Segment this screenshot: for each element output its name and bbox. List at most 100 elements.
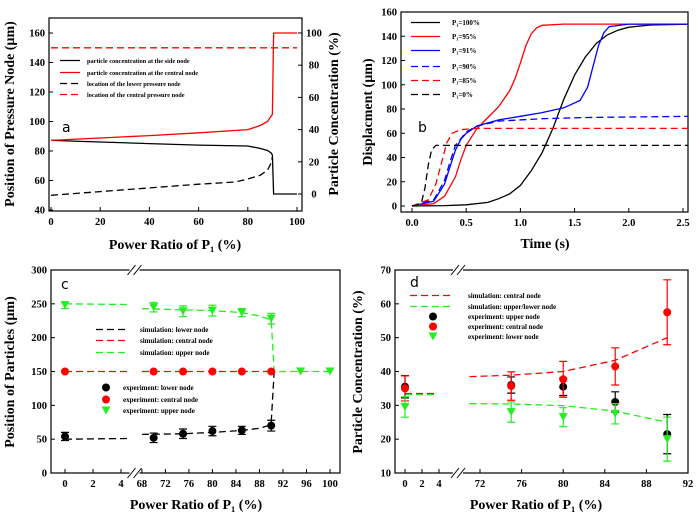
- x-tick-label: 2: [90, 479, 95, 490]
- data-point: [208, 367, 217, 376]
- x-tick-label: 80: [558, 479, 569, 490]
- series-line: [411, 127, 688, 207]
- x-tick-label: 92: [683, 479, 694, 490]
- y-tick-label: 60: [35, 176, 46, 187]
- y-axis-label: Displacment (µm): [361, 58, 376, 166]
- series-line: [411, 23, 688, 207]
- panel-d: 0 2 4 72 76 80 84 88 92 10 20 30 40 50 60 70 Power Ratio…: [351, 264, 694, 513]
- series-line: [50, 139, 297, 195]
- legend-marker: [429, 312, 437, 321]
- x-tick-label: 60: [193, 217, 204, 228]
- y-tick-label: 40: [35, 206, 46, 217]
- legend-label: P₁=85%: [452, 77, 476, 85]
- y-right-tick-label: 0: [311, 190, 316, 201]
- data-point: [61, 367, 69, 376]
- legend-label: experiment: central node: [468, 323, 543, 331]
- legend-label: experiment: upper node: [123, 407, 195, 415]
- x-tick-label: 1.0: [514, 218, 527, 229]
- data-point: [400, 403, 410, 412]
- data-point: [149, 433, 158, 442]
- series-line: [405, 337, 668, 395]
- legend-label: location of the central pressure node: [87, 92, 185, 99]
- y-tick-label: 70: [381, 266, 392, 277]
- y-tick-label: 100: [29, 117, 45, 128]
- series-line: [404, 393, 668, 423]
- y-tick-label: 80: [35, 147, 46, 158]
- axis-break-mark: [127, 264, 136, 276]
- legend-label: simulation: lower node: [140, 326, 208, 334]
- data-point: [401, 384, 409, 393]
- y-right-axis-label: Particle Concentration (%): [327, 32, 342, 196]
- y-tick-label: 100: [381, 80, 397, 91]
- y-tick-label: 160: [381, 8, 397, 19]
- x-tick-label: 92: [278, 479, 289, 490]
- y-tick-label: 140: [381, 32, 397, 43]
- data-point: [663, 308, 672, 317]
- legend-label: P₁=91%: [452, 47, 476, 55]
- legend-label: P₁=90%: [452, 63, 476, 71]
- plot-area: [60, 301, 335, 444]
- x-tick-label: 76: [184, 479, 195, 490]
- legend-label: location of the lower pressure node: [87, 81, 181, 88]
- y-tick-label: 140: [29, 58, 45, 69]
- panel-label: a: [62, 120, 71, 136]
- panel-label: b: [418, 120, 427, 136]
- x-axis-label: Time (s): [520, 237, 569, 252]
- plot-frame: [400, 11, 689, 213]
- data-point: [662, 435, 672, 444]
- data-point: [507, 382, 516, 391]
- series-line: [64, 303, 330, 373]
- axis-break-gap: [129, 470, 140, 476]
- legend-marker: [102, 395, 110, 404]
- axis-break-mark: [450, 467, 460, 479]
- y-tick-label: 10: [381, 469, 392, 480]
- axis-break-mark: [127, 467, 136, 479]
- x-tick-label: 0.5: [460, 218, 473, 229]
- x-tick-label: 84: [600, 479, 611, 490]
- axis-break-mark: [133, 264, 142, 276]
- data-point: [179, 367, 188, 376]
- x-tick-label: 0.0: [405, 218, 418, 229]
- series-line: [411, 144, 688, 207]
- legend-marker: [428, 332, 438, 341]
- legend-label: simulation: central node: [468, 292, 541, 300]
- y-tick-label: 60: [387, 129, 398, 140]
- x-tick-label: 100: [289, 217, 305, 228]
- x-axis-label: Power Ratio of P₁ (%): [470, 498, 603, 513]
- legend-label: P₁=95%: [452, 33, 476, 41]
- y-axis-label: Position of Pressure Node (µm): [3, 21, 18, 207]
- x-tick-label: 76: [516, 479, 527, 490]
- plot-area: [50, 32, 297, 196]
- axis-break-mark: [450, 264, 460, 276]
- data-point: [149, 367, 158, 376]
- x-tick-label: 0: [62, 479, 67, 490]
- panel-label: c: [61, 277, 69, 293]
- plot-area: [411, 23, 688, 207]
- series-line: [411, 115, 688, 207]
- panel-a: 0 20 40 60 80 100 40 60 80 100 120 140 160 0 20 40 60 80 1…: [3, 17, 342, 253]
- data-point: [610, 409, 620, 418]
- y-tick-label: 40: [381, 367, 392, 378]
- data-point: [559, 375, 568, 384]
- data-point: [266, 314, 276, 323]
- x-tick-label: 0: [48, 217, 53, 228]
- x-tick-label: 100: [322, 479, 338, 490]
- x-tick-label: 0: [402, 479, 407, 490]
- x-tick-label: 96: [301, 479, 312, 490]
- legend-label: simulation: upper/lower node: [468, 303, 556, 311]
- y-tick-label: 40: [387, 153, 398, 164]
- legend-label: simulation: upper node: [140, 349, 210, 357]
- legend-marker: [102, 383, 110, 392]
- y-tick-label: 160: [29, 29, 45, 40]
- data-point: [179, 429, 188, 438]
- data-point: [296, 367, 306, 376]
- data-point: [208, 427, 217, 436]
- legend-marker: [101, 406, 111, 415]
- series-line: [64, 371, 275, 440]
- x-tick-label: 72: [475, 479, 486, 490]
- legend-label: P₁=0%: [452, 91, 473, 99]
- legend-label: particle concentration at the side node: [87, 58, 190, 65]
- plot-frame: [48, 17, 303, 212]
- y-tick-label: 20: [381, 435, 392, 446]
- series-line: [50, 32, 297, 142]
